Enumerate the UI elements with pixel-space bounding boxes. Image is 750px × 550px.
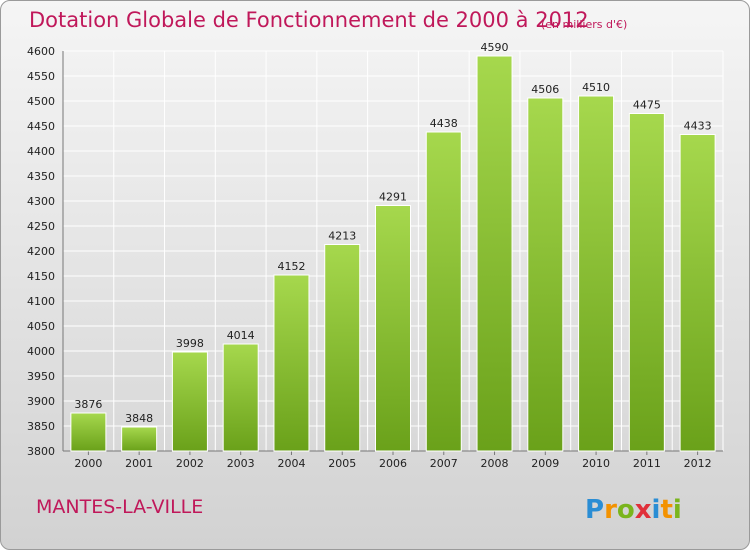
y-tick-label: 4000 [27,345,55,358]
x-tick-label: 2010 [582,457,610,470]
data-label: 4506 [531,83,559,96]
data-label: 4152 [277,260,305,273]
bar [628,113,665,452]
data-label: 3876 [74,398,102,411]
y-tick-label: 3850 [27,420,55,433]
x-tick-label: 2011 [633,457,661,470]
proxiti-logo[interactable]: Proxiti [583,488,693,528]
data-label: 4438 [430,117,458,130]
x-tick-label: 2008 [481,457,509,470]
chart-unit-note: (en milliers d'€) [541,18,628,31]
data-label: 4291 [379,191,407,204]
x-tick-label: 2012 [684,457,712,470]
data-labels: 3876 3848 3998 4014 4152 4213 4291 4438 4590 4506… [74,41,711,425]
bar [578,95,615,452]
y-tick-label: 4300 [27,195,55,208]
x-tick-label: 2005 [328,457,356,470]
data-label: 4433 [684,120,712,133]
data-label: 4510 [582,81,610,94]
y-tick-label: 3800 [27,445,55,458]
x-tick-label: 2002 [176,457,204,470]
bar [527,97,564,452]
data-label: 4590 [481,41,509,54]
data-label: 4475 [633,99,661,112]
bar [425,131,462,452]
chart-title: Dotation Globale de Fonctionnement de 20… [29,8,589,32]
bar [222,343,259,452]
y-tick-label: 4250 [27,220,55,233]
x-tick-label: 2000 [74,457,102,470]
y-tick-label: 4200 [27,245,55,258]
x-tick-label: 2009 [531,457,559,470]
x-tick-label: 2003 [227,457,255,470]
x-tick-label: 2007 [430,457,458,470]
y-tick-label: 3900 [27,395,55,408]
bar [324,244,361,452]
bar [375,205,411,452]
bar [273,274,310,452]
bar [171,351,208,452]
data-label: 3848 [125,412,153,425]
x-tick-label: 2001 [125,457,153,470]
y-tick-label: 4450 [27,120,55,133]
y-tick-label: 4100 [27,295,55,308]
y-tick-label: 3950 [27,370,55,383]
y-tick-label: 4400 [27,145,55,158]
x-tick-label: 2006 [379,457,407,470]
bars [70,55,716,452]
y-tick-label: 4550 [27,70,55,83]
bar [70,412,107,452]
y-tick-label: 4500 [27,95,55,108]
y-tick-label: 4600 [27,45,55,58]
x-tick-label: 2004 [277,457,305,470]
bar [476,55,513,452]
bar [679,134,716,452]
svg-text:Proxiti: Proxiti [585,495,682,525]
tick-labels: 3800 3850 3900 3950 4000 4050 4100 4150 4200 4250… [27,45,712,470]
data-label: 4213 [328,230,356,243]
bar [121,426,158,452]
commune-name: MANTES-LA-VILLE [36,496,204,518]
y-tick-label: 4050 [27,320,55,333]
y-tick-label: 4350 [27,170,55,183]
y-tick-label: 4150 [27,270,55,283]
data-label: 4014 [227,329,255,342]
data-label: 3998 [176,337,204,350]
